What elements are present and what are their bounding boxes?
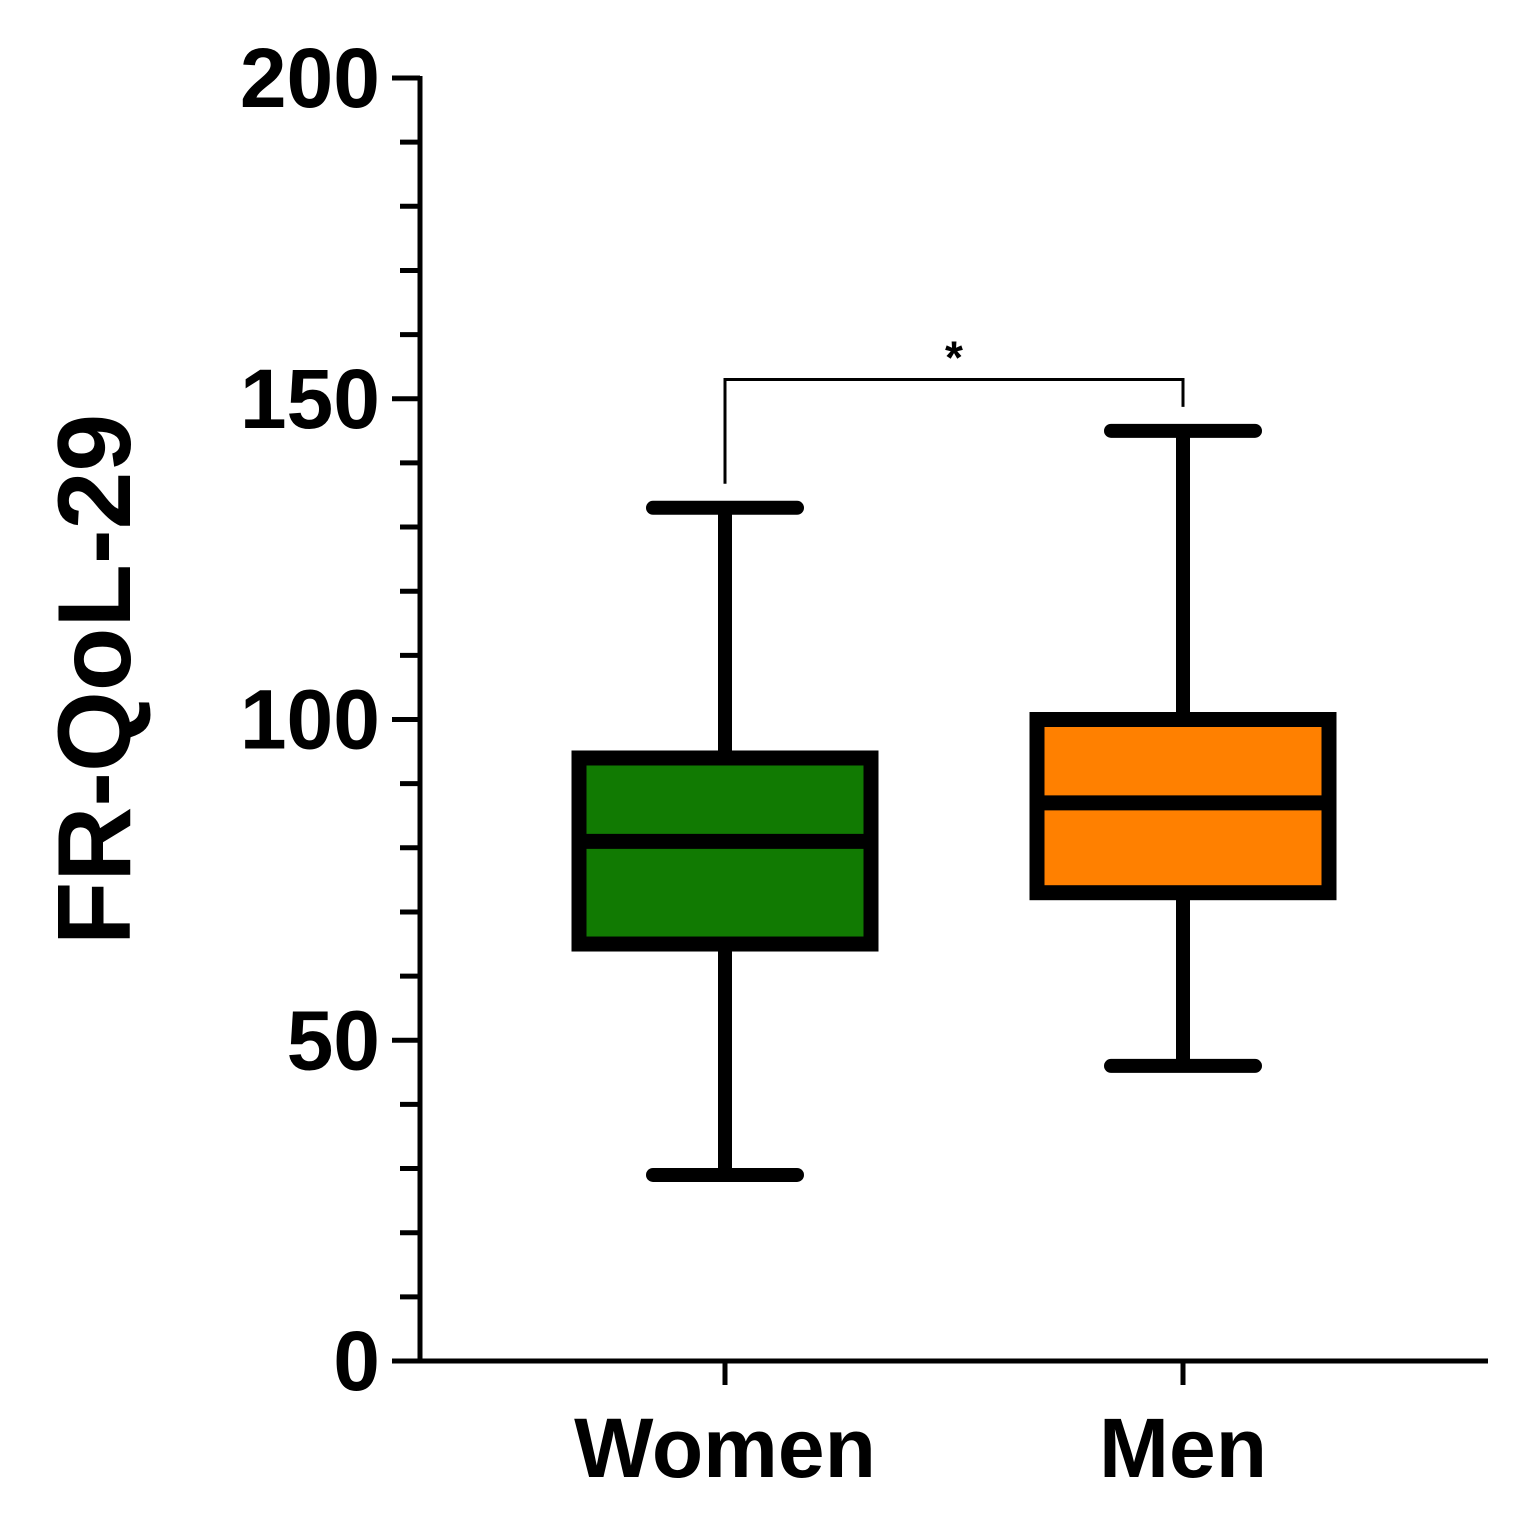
y-axis-title: FR-QoL-29 [37,414,153,946]
x-axis-ticks: Women Men [574,1361,1267,1495]
y-tick-label: 50 [287,993,380,1087]
y-tick-label: 200 [240,31,380,125]
significance-bracket: * [723,332,1185,484]
significance-label: * [945,332,963,384]
box-women [571,500,879,1182]
box-men [1029,423,1337,1073]
y-tick-label: 0 [333,1314,380,1408]
iqr-box-women [571,750,879,952]
y-tick-label: 150 [240,352,380,446]
y-axis-ticks: 0 50 100 150 200 [240,31,420,1408]
x-tick-label-men: Men [1099,1401,1267,1495]
bracket-line [723,378,1185,484]
x-tick-label-women: Women [574,1401,876,1495]
annotations: * [723,332,1185,484]
boxes [571,423,1337,1182]
y-tick-label: 100 [240,673,380,767]
